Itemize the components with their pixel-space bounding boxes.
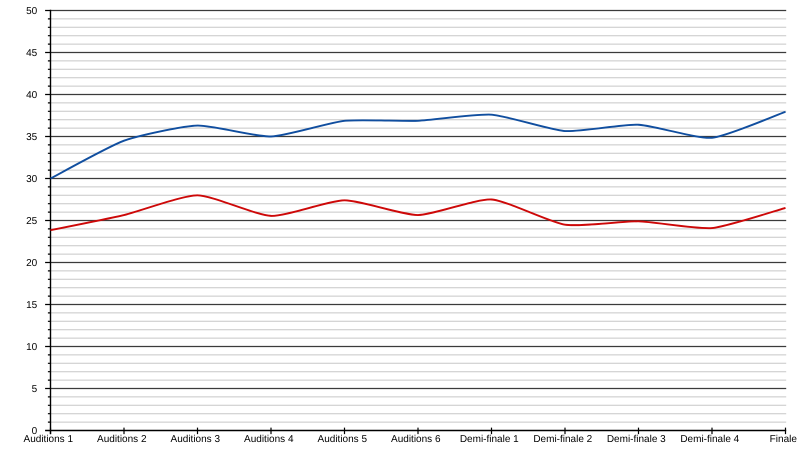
svg-text:Demi-finale 3: Demi-finale 3: [607, 434, 666, 445]
svg-text:Demi-finale 4: Demi-finale 4: [680, 434, 739, 445]
svg-text:Auditions 1: Auditions 1: [24, 434, 74, 445]
svg-text:Demi-finale 2: Demi-finale 2: [533, 434, 592, 445]
svg-text:Demi-finale 1: Demi-finale 1: [460, 434, 519, 445]
svg-text:Auditions 5: Auditions 5: [318, 434, 368, 445]
svg-text:35: 35: [26, 132, 38, 143]
svg-text:15: 15: [26, 300, 38, 311]
svg-text:25: 25: [26, 216, 38, 227]
svg-text:Finale: Finale: [770, 434, 798, 445]
svg-text:Auditions 6: Auditions 6: [391, 434, 441, 445]
svg-text:0: 0: [32, 426, 38, 437]
svg-text:10: 10: [26, 342, 38, 353]
svg-text:Auditions 2: Auditions 2: [97, 434, 147, 445]
svg-text:Auditions 4: Auditions 4: [244, 434, 294, 445]
svg-text:5: 5: [32, 384, 38, 395]
svg-text:30: 30: [26, 174, 38, 185]
svg-text:45: 45: [26, 48, 38, 59]
svg-text:20: 20: [26, 258, 38, 269]
svg-text:Auditions 3: Auditions 3: [171, 434, 221, 445]
svg-text:40: 40: [26, 90, 38, 101]
svg-text:50: 50: [26, 6, 38, 17]
